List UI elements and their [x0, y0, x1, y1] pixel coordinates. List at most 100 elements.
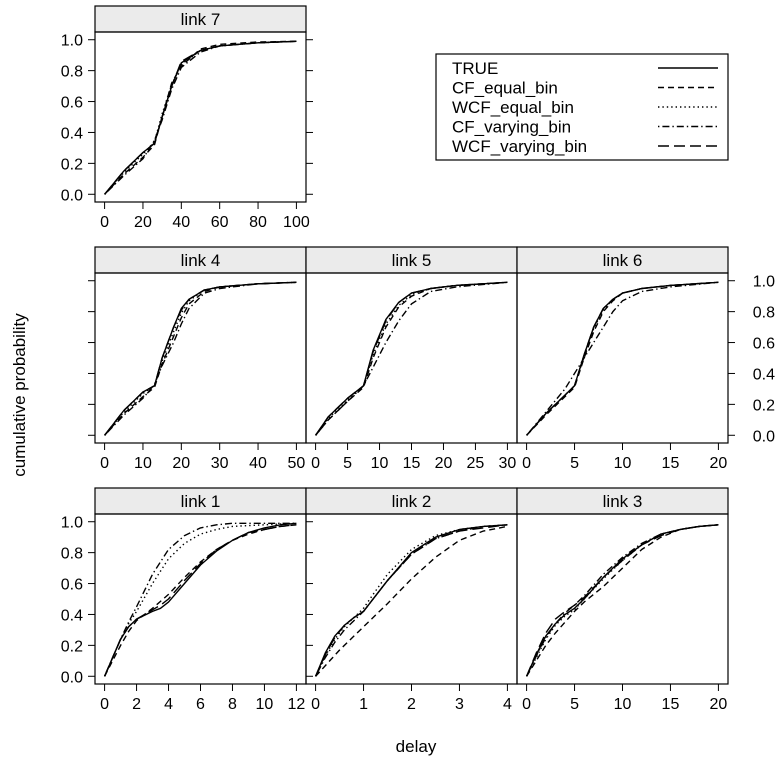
series-line-wcf-varying-bin	[103, 524, 297, 677]
panel-frame	[305, 513, 518, 685]
x-tick-label: 3	[455, 696, 464, 713]
x-tick-label: 8	[228, 696, 237, 713]
y-tick-label: 0.8	[61, 64, 83, 81]
y-tick-label: 0.6	[61, 577, 83, 594]
series-line-wcf-equal-bin	[104, 40, 297, 195]
series-line-cf-equal-bin	[315, 281, 508, 436]
panel-frame	[94, 513, 307, 685]
x-tick-label: 50	[288, 455, 306, 472]
x-tick-label: 5	[570, 455, 579, 472]
legend: TRUECF_equal_binWCF_equal_binCF_varying_…	[435, 53, 729, 161]
x-tick-label: 5	[570, 696, 579, 713]
panel-strip	[94, 5, 307, 33]
x-tick-label: 12	[288, 696, 306, 713]
y-tick-label: 0.8	[61, 546, 83, 563]
panel-link-6: link 6 0 5 10 15 20 0.0 0.2 0.4 0.6 0.8 1.0	[516, 246, 775, 472]
panel-frame	[94, 272, 307, 444]
y-tick-label: 0.4	[753, 366, 775, 383]
series-line-wcf-equal-bin	[104, 281, 297, 436]
series-line-true	[314, 524, 508, 677]
series-line-cf-varying-bin	[526, 281, 719, 436]
panel-title: link 5	[392, 251, 432, 270]
panel-frame	[516, 272, 729, 444]
x-tick-label: 20	[710, 455, 728, 472]
x-tick-label: 0	[100, 214, 109, 231]
x-tick-label: 0	[311, 455, 320, 472]
series-line-true	[104, 40, 297, 195]
y-tick-label: 0.2	[753, 397, 775, 414]
x-tick-label: 10	[134, 455, 152, 472]
x-tick-label: 30	[211, 455, 229, 472]
x-tick-label: 10	[614, 455, 632, 472]
x-tick-label: 0	[100, 696, 109, 713]
series-line-wcf-varying-bin	[104, 281, 297, 436]
series-line-cf-equal-bin	[315, 525, 508, 677]
x-tick-label: 4	[503, 696, 512, 713]
series-line-wcf-varying-bin	[314, 524, 508, 677]
y-tick-label: 0.4	[61, 125, 83, 142]
x-tick-label: 1	[359, 696, 368, 713]
panel-title: link 6	[603, 251, 643, 270]
y-tick-label: 0.0	[61, 187, 83, 204]
panel-title: link 7	[181, 10, 221, 29]
series-line-wcf-equal-bin	[315, 281, 508, 436]
series-line-wcf-varying-bin	[315, 281, 508, 436]
series-line-true	[526, 281, 719, 436]
y-tick-label: 1.0	[753, 274, 775, 291]
series-line-cf-varying-bin	[104, 40, 297, 195]
x-tick-label: 15	[662, 696, 680, 713]
x-tick-label: 60	[211, 214, 229, 231]
panel-strip	[94, 246, 307, 274]
x-tick-label: 4	[164, 696, 173, 713]
y-tick-label: 1.0	[61, 515, 83, 532]
panel-strip	[305, 246, 518, 274]
x-tick-label: 100	[283, 214, 310, 231]
series-line-cf-equal-bin	[104, 40, 297, 195]
legend-label-true: TRUE	[452, 59, 498, 78]
panel-link-4: link 4 0 10 20 30 40 50	[88, 246, 307, 472]
y-tick-label: 0.4	[61, 607, 83, 624]
y-tick-label: 0.6	[753, 336, 775, 353]
panel-strip	[94, 487, 307, 515]
x-tick-label: 0	[311, 696, 320, 713]
x-tick-label: 6	[196, 696, 205, 713]
y-tick-label: 0.2	[61, 638, 83, 655]
legend-label-wcf-equal-bin: WCF_equal_bin	[452, 98, 574, 117]
panel-title: link 4	[181, 251, 221, 270]
panels-layer: link 70 20 40 60 80 1000.00.20.40.60.81.0link…	[61, 5, 775, 713]
x-tick-label: 25	[467, 455, 485, 472]
x-tick-label: 15	[403, 455, 421, 472]
legend-box	[435, 53, 729, 161]
series-line-wcf-equal-bin	[314, 524, 508, 677]
x-axis-label: delay	[396, 737, 437, 756]
x-tick-label: 40	[172, 214, 190, 231]
x-tick-label: 20	[134, 214, 152, 231]
series-line-true	[525, 524, 719, 677]
y-tick-label: 0.8	[753, 305, 775, 322]
legend-label-cf-equal-bin: CF_equal_bin	[452, 79, 558, 98]
x-tick-label: 40	[249, 455, 267, 472]
y-tick-label: 0.2	[61, 156, 83, 173]
series-line-wcf-equal-bin	[103, 522, 297, 677]
x-tick-label: 10	[614, 696, 632, 713]
series-line-cf-varying-bin	[103, 522, 297, 677]
legend-label-wcf-varying-bin: WCF_varying_bin	[452, 137, 587, 156]
x-tick-label: 15	[662, 455, 680, 472]
series-line-cf-equal-bin	[103, 524, 297, 677]
series-line-wcf-varying-bin	[104, 40, 297, 195]
x-tick-label: 30	[499, 455, 517, 472]
panel-link-5: link 5 0 5 10 15 20 25 30	[305, 246, 518, 472]
x-tick-label: 20	[710, 696, 728, 713]
series-line-wcf-equal-bin	[525, 524, 719, 677]
x-tick-label: 2	[132, 696, 141, 713]
x-tick-label: 0	[522, 455, 531, 472]
panel-link-1: link 1 0 2 4 6 8 10 12 0.0 0.2 0.4 0.6 0.8 1.0	[61, 487, 313, 713]
series-line-wcf-equal-bin	[526, 281, 719, 436]
y-tick-label: 0.0	[61, 669, 83, 686]
series-line-cf-varying-bin	[314, 524, 508, 677]
panel-frame	[516, 513, 729, 685]
x-tick-label: 10	[371, 455, 389, 472]
series-line-wcf-varying-bin	[525, 524, 719, 677]
series-line-cf-equal-bin	[104, 281, 297, 436]
